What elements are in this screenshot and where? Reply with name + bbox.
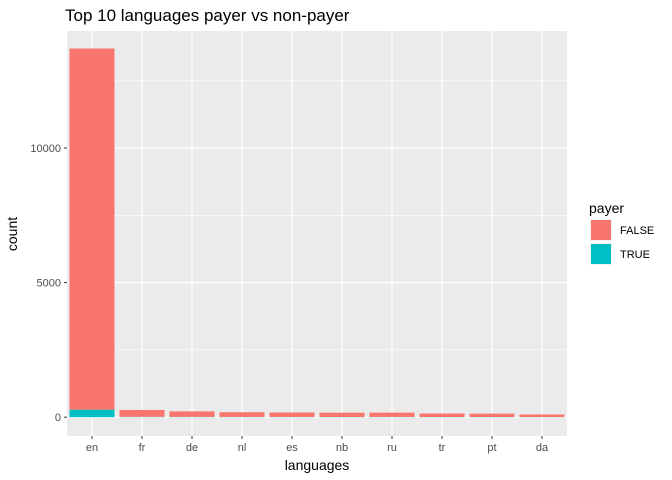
x-tick-label: en xyxy=(86,442,98,454)
legend-title: payer xyxy=(589,200,624,216)
legend-label-false: FALSE xyxy=(620,225,654,237)
x-tick-label: de xyxy=(186,442,198,454)
x-tick-label: nl xyxy=(238,442,247,454)
bar-tr-false xyxy=(419,413,465,418)
x-tick-label: nb xyxy=(336,442,348,454)
bar-nl-false xyxy=(219,412,265,417)
x-tick-label: tr xyxy=(439,442,446,454)
plot-panel xyxy=(67,31,567,436)
major-gridlines xyxy=(67,31,567,436)
legend-swatch-true xyxy=(591,244,611,264)
bar-da-false xyxy=(519,414,565,418)
bars xyxy=(69,48,565,418)
bar-nb-false xyxy=(319,412,365,418)
bar-de-false xyxy=(169,411,215,417)
y-tick-label: 0 xyxy=(55,412,61,424)
bar-pt-false xyxy=(469,413,515,418)
x-tick-label: ru xyxy=(387,442,397,454)
y-tick-label: 10000 xyxy=(30,143,61,155)
bar-ru-false xyxy=(369,412,415,417)
minor-gridlines xyxy=(67,80,567,351)
bar-es-false xyxy=(269,412,315,417)
bar-en-true xyxy=(69,409,115,418)
legend-label-true: TRUE xyxy=(620,249,650,261)
x-tick-label: fr xyxy=(139,442,146,454)
bar-fr-false xyxy=(119,409,165,417)
x-tick-label: pt xyxy=(487,442,496,454)
y-axis: 0 5000 10000 xyxy=(30,143,67,424)
x-axis: en fr de nl es nb ru tr pt da xyxy=(86,436,549,454)
y-tick-label: 5000 xyxy=(37,278,61,290)
legend-swatch-false xyxy=(591,220,611,240)
bar-en-false xyxy=(69,48,115,410)
chart-title: Top 10 languages payer vs non-payer xyxy=(65,6,350,25)
x-axis-title: languages xyxy=(285,457,350,473)
x-tick-label: es xyxy=(286,442,298,454)
x-tick-label: da xyxy=(536,442,549,454)
legend: payer FALSE TRUE xyxy=(589,200,654,265)
y-axis-title: count xyxy=(4,217,20,251)
